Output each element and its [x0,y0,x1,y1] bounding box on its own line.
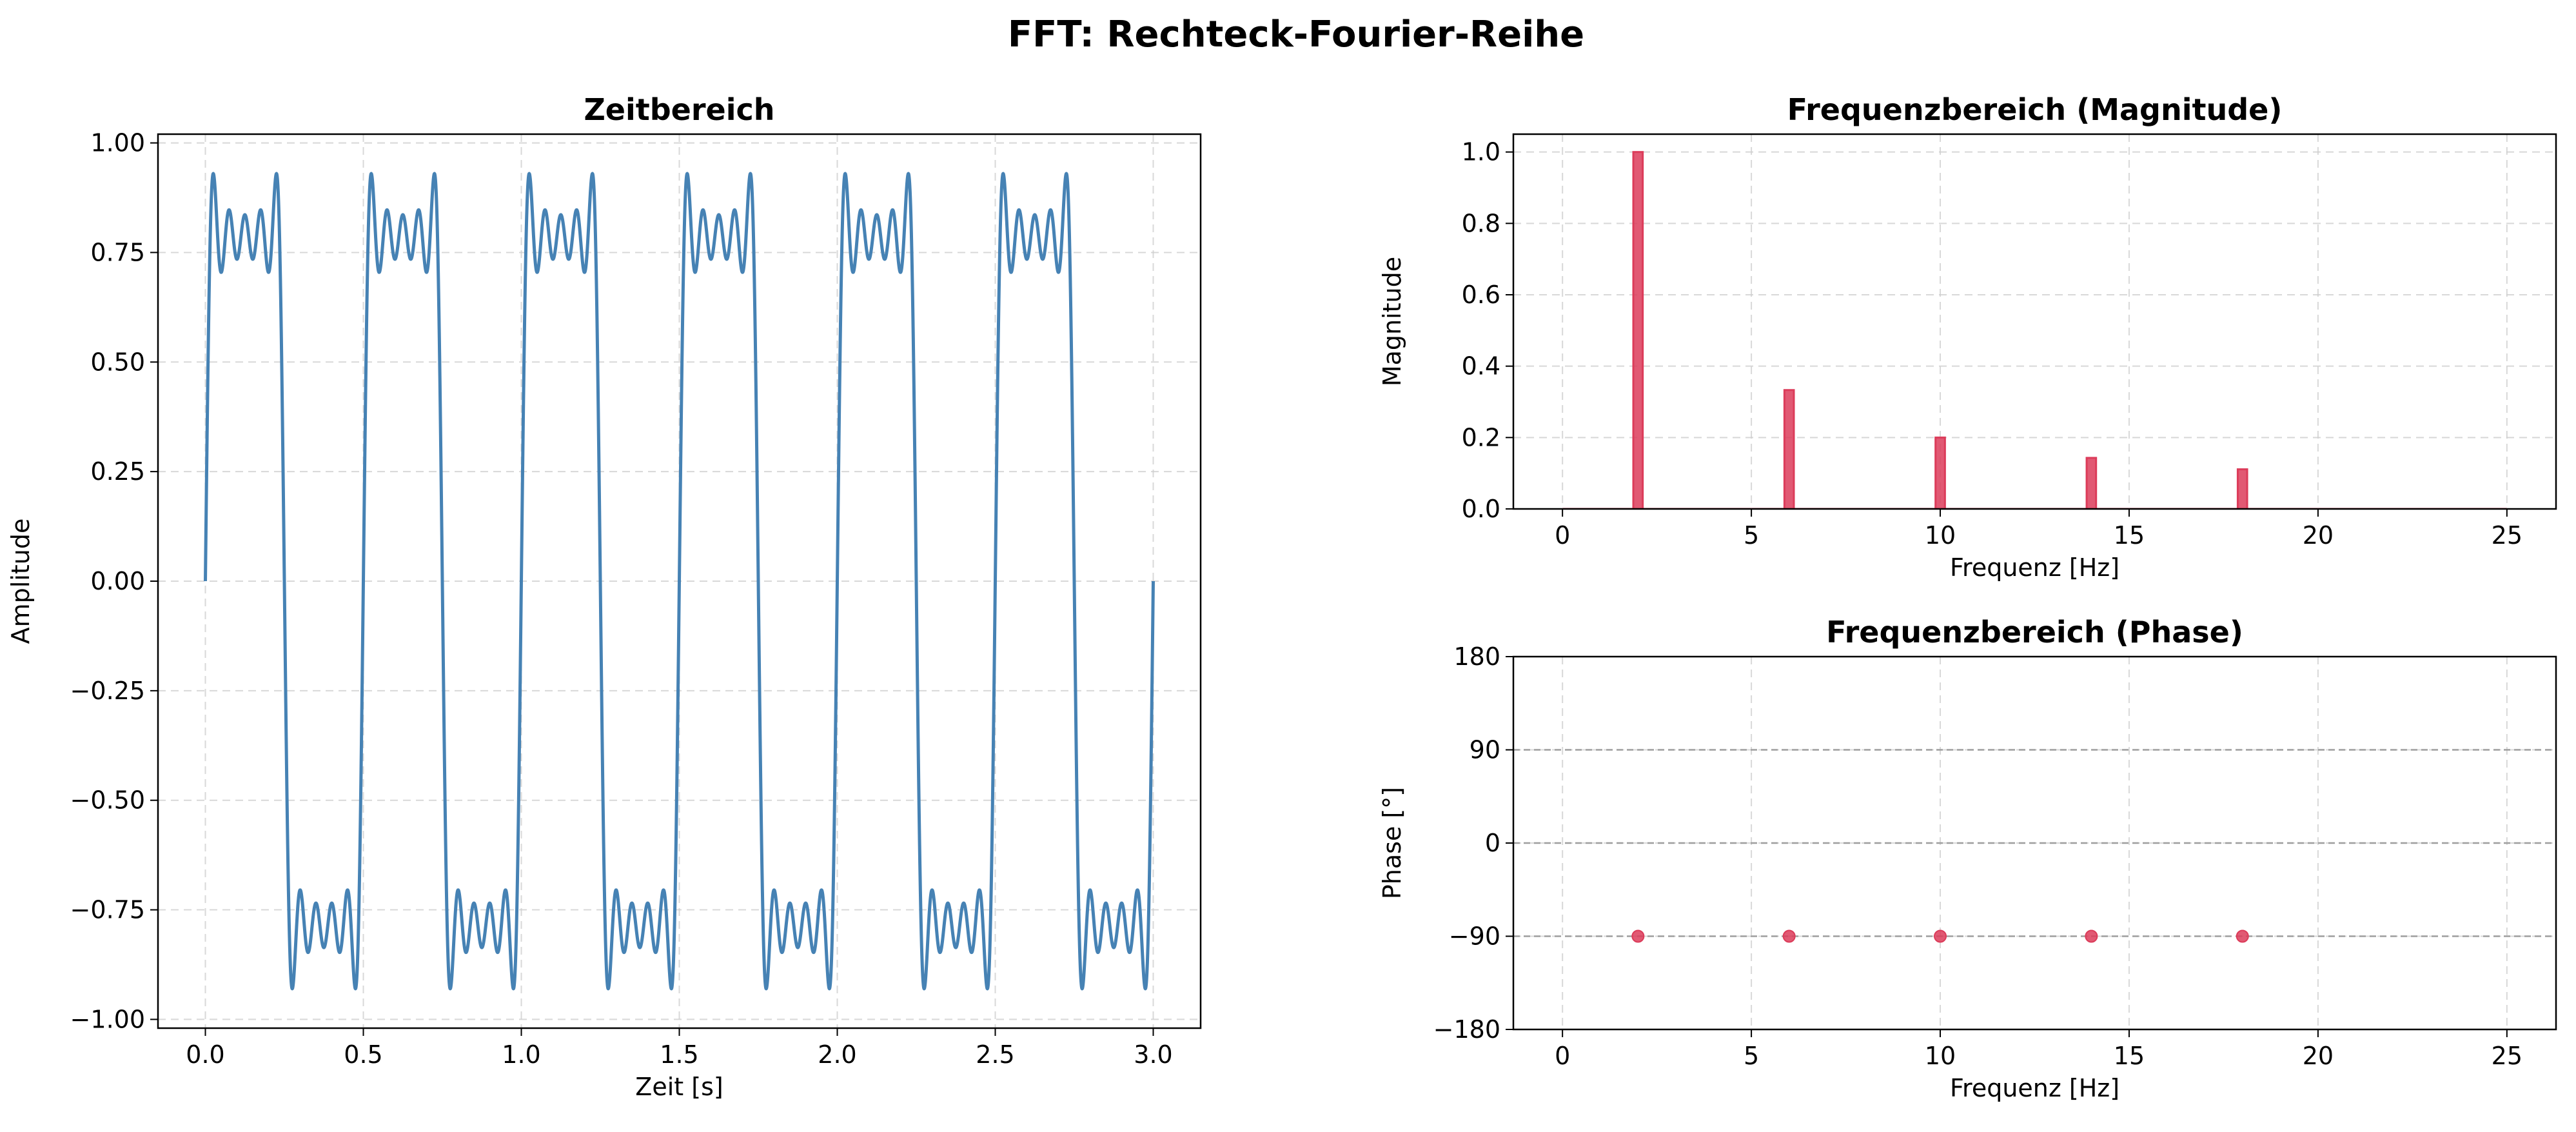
y-tick-label: −1.00 [70,1005,145,1033]
phase-point [1782,929,1796,943]
phase-point [2085,929,2098,943]
y-tick-label: 0 [1485,829,1500,857]
grid [158,134,1201,1028]
phase-point [1934,929,1947,943]
time-domain-plot: 0.0 0.5 1.0 1.5 2.0 2.5 3.0 −1.00 −0.75 −0.50 −0.2… [6,92,1202,1101]
x-tick-label: 0.0 [186,1040,224,1069]
x-axis-label: Zeit [s] [635,1073,723,1101]
phase-spectrum-plot: 0 5 10 15 20 25 −180 −90 0 90 180 Frequenzbereich (… [1378,615,2557,1102]
magnitude-bar [1934,436,1946,509]
y-tick-label: 0.4 [1462,352,1500,381]
x-tick-label: 1.0 [502,1040,540,1069]
x-tick-label: 0 [1555,521,1570,550]
axes-frame [1512,655,2557,1031]
y-tick-label: 1.0 [1462,138,1500,166]
plot-title: Zeitbereich [584,92,774,127]
x-tick-label: 10 [1925,1042,1956,1070]
y-tick-label: 90 [1470,736,1500,764]
y-tick-label: 0.50 [90,348,145,376]
magnitude-bar [1632,151,1644,509]
y-tick-label: 180 [1453,642,1500,671]
axes-frame [1512,133,2557,510]
x-tick-label: 1.5 [660,1040,698,1069]
x-tick-label: 25 [2492,521,2522,550]
x-tick-label: 5 [1744,521,1759,550]
x-tick-label: 15 [2114,521,2145,550]
plot-area [1562,151,2507,509]
y-tick-label: 0.0 [1462,495,1500,523]
x-tick-label: 2.5 [976,1040,1014,1069]
magnitude-bar [2085,457,2098,509]
phase-point [2236,929,2249,943]
y-axis-label: Magnitude [1378,257,1406,386]
y-tick-label: −90 [1449,922,1500,951]
x-axis-label: Frequenz [Hz] [1950,553,2119,582]
plot-area [204,172,1155,991]
y-tick-label: −0.75 [70,896,145,924]
y-tick-label: −180 [1433,1015,1500,1044]
magnitude-bar [1783,389,1795,509]
x-tick-label: 0 [1555,1042,1570,1070]
x-tick-label: 0.5 [344,1040,382,1069]
y-tick-label: 0.6 [1462,281,1500,309]
y-tick-label: 0.2 [1462,423,1500,452]
y-tick-label: 1.00 [90,129,145,157]
plot-title: Frequenzbereich (Phase) [1826,615,2243,650]
x-tick-label: 20 [2303,521,2334,550]
x-tick-label: 20 [2303,1042,2334,1070]
axes-frame [157,133,1202,1029]
y-tick-label: −0.25 [70,677,145,705]
y-axis-label: Phase [°] [1378,787,1406,899]
grid [1513,134,2556,510]
signal-line [204,172,1155,991]
plot-area [1513,749,2556,943]
x-tick-label: 10 [1925,521,1956,550]
x-tick-label: 2.0 [818,1040,856,1069]
x-tick-label: 25 [2492,1042,2522,1070]
phase-point [1631,929,1645,943]
plot-title: Frequenzbereich (Magnitude) [1787,92,2283,127]
magnitude-spectrum-plot: 0 5 10 15 20 25 0.0 0.2 0.4 0.6 0.8 1.0 Frequenzbere… [1378,92,2557,582]
x-tick-label: 3.0 [1134,1040,1172,1069]
x-tick-label: 15 [2114,1042,2145,1070]
y-tick-label: 0.25 [90,457,145,486]
y-tick-label: 0.8 [1462,209,1500,237]
x-tick-label: 5 [1744,1042,1759,1070]
y-tick-label: −0.50 [70,786,145,815]
y-tick-label: 0.75 [90,238,145,266]
magnitude-bar [2236,468,2248,509]
x-axis-label: Frequenz [Hz] [1950,1074,2119,1102]
y-tick-label: 0.00 [90,567,145,595]
y-axis-label: Amplitude [6,519,35,644]
figure-title: FFT: Rechteck-Fourier-Reihe [1008,14,1584,55]
